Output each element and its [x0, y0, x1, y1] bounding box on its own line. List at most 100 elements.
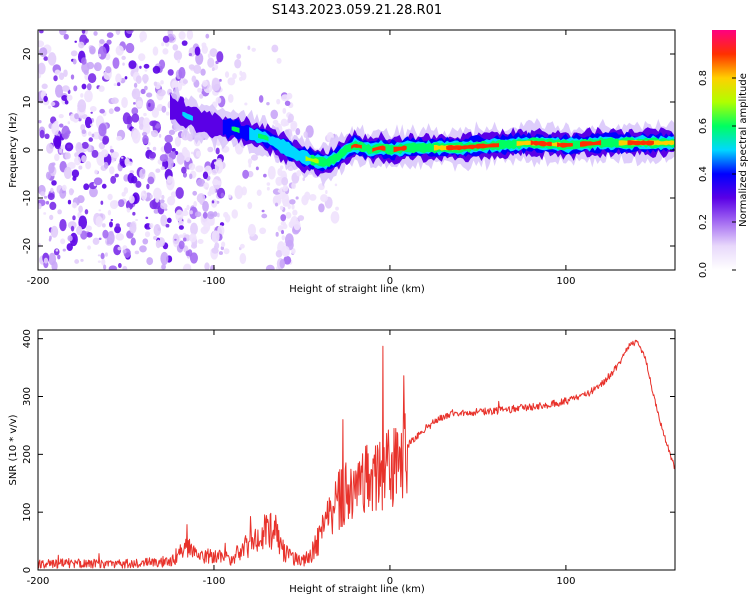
y-tick-label: 0 — [22, 567, 33, 573]
noise-blob — [38, 119, 42, 124]
noise-blob — [150, 129, 159, 138]
noise-blob — [330, 211, 340, 224]
noise-blob — [100, 149, 109, 158]
noise-blob — [275, 231, 279, 237]
noise-blob — [155, 198, 160, 203]
noise-blob — [61, 94, 68, 102]
noise-blob — [110, 219, 114, 222]
noise-blob — [66, 144, 71, 149]
noise-blob — [64, 152, 71, 160]
noise-blob — [63, 33, 69, 40]
noise-blob — [192, 190, 198, 196]
noise-blob — [178, 234, 184, 239]
colorbar-tick-label: 0.8 — [698, 70, 709, 86]
noise-blob — [161, 105, 167, 113]
noise-blob — [43, 257, 49, 264]
noise-blob — [276, 98, 281, 105]
noise-blob — [261, 209, 265, 213]
noise-blob — [51, 122, 60, 136]
signal-core — [580, 140, 602, 147]
noise-blob — [221, 241, 226, 248]
noise-blob — [58, 148, 63, 154]
noise-blob — [73, 85, 78, 92]
noise-blob — [106, 39, 112, 45]
noise-blob — [85, 161, 92, 170]
noise-blob — [279, 205, 284, 211]
signal-core — [393, 145, 407, 153]
noise-blob — [55, 249, 59, 252]
noise-blob — [39, 30, 44, 34]
noise-blob — [149, 120, 157, 127]
noise-blob — [220, 192, 225, 198]
noise-blob — [70, 74, 75, 80]
noise-blob — [178, 240, 185, 250]
noise-blob — [47, 105, 52, 109]
noise-blob — [59, 123, 64, 128]
noise-blob — [178, 31, 186, 40]
noise-blob — [194, 211, 202, 218]
noise-blob — [121, 96, 128, 109]
noise-blob — [95, 215, 103, 228]
noise-blob — [145, 224, 148, 229]
noise-blob — [92, 237, 100, 245]
noise-blob — [282, 223, 288, 230]
noise-blob — [98, 237, 102, 241]
noise-blob — [213, 161, 218, 165]
y-tick-label: -10 — [22, 190, 33, 206]
noise-blob — [325, 190, 328, 195]
noise-blob — [211, 168, 218, 176]
noise-blob — [281, 235, 286, 241]
noise-blob — [202, 200, 209, 213]
noise-blob — [188, 64, 195, 70]
noise-blob — [286, 92, 293, 100]
noise-blob — [58, 113, 64, 119]
noise-blob — [178, 225, 184, 230]
noise-blob — [131, 129, 141, 144]
noise-blob — [142, 238, 149, 245]
figure-title: S143.2023.059.21.28.R01 — [272, 3, 442, 18]
noise-blob — [181, 40, 188, 46]
noise-blob — [78, 205, 83, 213]
noise-blob — [91, 133, 95, 138]
noise-blob — [149, 222, 154, 229]
noise-blob — [236, 53, 242, 59]
noise-blob — [202, 80, 208, 87]
noise-blob — [143, 63, 150, 69]
noise-blob — [280, 214, 287, 222]
noise-blob — [211, 230, 220, 243]
noise-blob — [188, 163, 196, 171]
noise-blob — [105, 66, 112, 74]
noise-blob — [165, 111, 170, 116]
noise-blob — [128, 161, 133, 166]
noise-blob — [215, 97, 222, 104]
noise-blob — [93, 31, 98, 36]
noise-blob — [234, 185, 244, 200]
noise-blob — [43, 195, 48, 199]
noise-blob — [302, 177, 305, 182]
noise-blob — [77, 99, 87, 113]
noise-blob — [87, 245, 91, 250]
noise-blob — [142, 134, 149, 145]
noise-blob — [75, 141, 83, 154]
noise-blob — [149, 151, 156, 159]
noise-blob — [251, 47, 256, 52]
snr-x-label: Height of straight line (km) — [289, 584, 425, 595]
noise-blob — [190, 222, 198, 236]
noise-blob — [266, 182, 271, 186]
noise-blob — [97, 254, 101, 257]
noise-blob — [211, 67, 215, 72]
noise-blob — [171, 147, 176, 152]
snr-series-line — [38, 339, 675, 569]
noise-blob — [207, 146, 214, 153]
noise-blob — [201, 42, 207, 48]
noise-blob — [193, 201, 198, 208]
noise-blob — [145, 216, 149, 219]
noise-blob — [142, 123, 151, 135]
signal-core — [182, 111, 193, 121]
noise-blob — [155, 224, 160, 229]
noise-blob — [284, 100, 291, 107]
noise-blob — [140, 190, 148, 201]
noise-blob — [186, 204, 190, 211]
noise-blob — [80, 124, 86, 131]
noise-blob — [55, 84, 64, 98]
